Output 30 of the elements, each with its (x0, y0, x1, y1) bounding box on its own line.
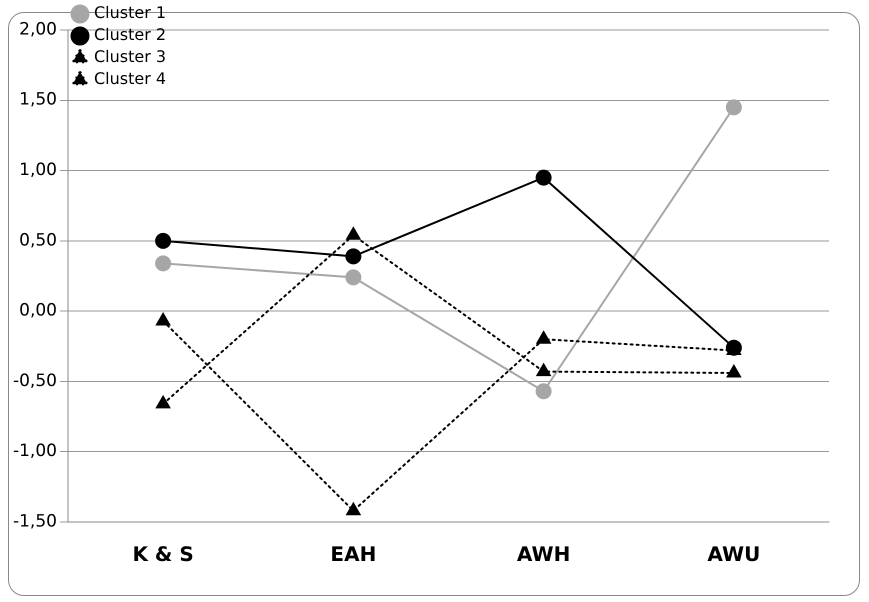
y-tick-label: 1,50 (19, 90, 57, 110)
x-tick-label: AWU (707, 542, 760, 566)
point (346, 502, 360, 516)
y-tick-label: -1,00 (12, 441, 57, 462)
y-tick-label: 1,00 (19, 160, 57, 180)
point (345, 269, 362, 286)
legend-label: Cluster 2 (94, 25, 166, 44)
x-tick-label: K & S (132, 542, 194, 566)
point (156, 312, 170, 326)
y-tick-label: -0,50 (12, 370, 57, 391)
legend-label: Cluster 4 (94, 69, 166, 88)
point (726, 364, 741, 378)
legend-label: Cluster 3 (94, 47, 166, 66)
point (536, 170, 552, 186)
legend-label: Cluster 1 (94, 3, 166, 22)
point (726, 99, 742, 116)
point (155, 232, 172, 249)
x-tick-label: AWH (516, 542, 570, 566)
y-tick-label: -1,50 (12, 511, 57, 532)
point (536, 331, 551, 344)
point (346, 227, 360, 240)
point (345, 248, 362, 264)
point (536, 364, 551, 376)
point (155, 255, 172, 272)
y-tick-label: 0,00 (19, 300, 57, 321)
y-tick-label: 0,50 (19, 230, 57, 250)
x-tick-label: EAH (330, 542, 376, 566)
point (536, 383, 552, 400)
point (156, 396, 170, 408)
y-tick-label: 2,00 (19, 19, 57, 40)
